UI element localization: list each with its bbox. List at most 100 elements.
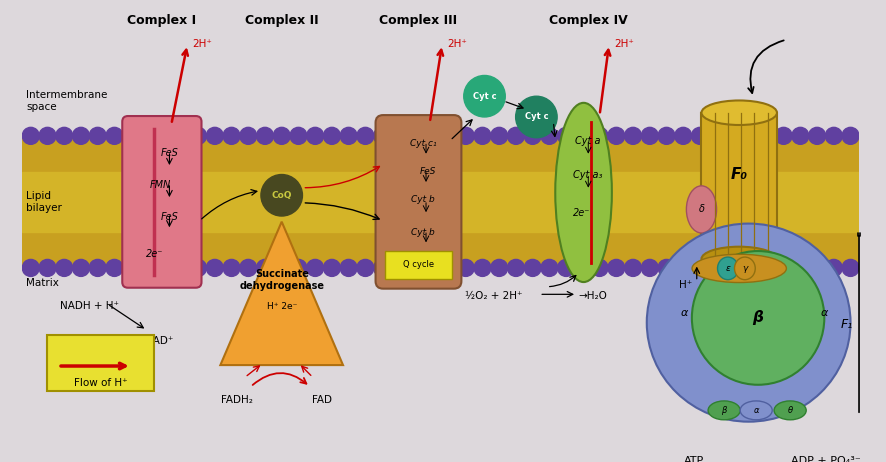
FancyBboxPatch shape — [47, 335, 154, 390]
Circle shape — [307, 260, 323, 276]
Circle shape — [524, 260, 540, 276]
Circle shape — [273, 128, 290, 144]
Bar — [22, 172, 858, 232]
Text: Intermembrane
space: Intermembrane space — [26, 90, 107, 112]
Circle shape — [691, 260, 708, 276]
Circle shape — [515, 96, 556, 138]
Circle shape — [390, 260, 407, 276]
Circle shape — [222, 260, 240, 276]
Circle shape — [156, 128, 173, 144]
Circle shape — [824, 128, 842, 144]
Text: ADP + PO₄³⁻: ADP + PO₄³⁻ — [790, 456, 860, 462]
Circle shape — [323, 260, 340, 276]
Circle shape — [540, 128, 557, 144]
Circle shape — [122, 128, 139, 144]
Polygon shape — [220, 222, 343, 365]
Text: 2H⁺: 2H⁺ — [447, 39, 466, 49]
Circle shape — [222, 128, 240, 144]
Text: H⁺: H⁺ — [678, 280, 691, 290]
Text: α: α — [752, 406, 758, 415]
Circle shape — [657, 128, 674, 144]
Circle shape — [463, 75, 505, 117]
Ellipse shape — [555, 103, 611, 282]
Ellipse shape — [701, 100, 776, 125]
Circle shape — [290, 260, 307, 276]
Text: FMN: FMN — [149, 180, 170, 190]
Text: F₀: F₀ — [730, 167, 747, 182]
Text: Succinate
dehydrogenase: Succinate dehydrogenase — [239, 269, 323, 291]
Circle shape — [557, 260, 574, 276]
Circle shape — [239, 128, 256, 144]
Text: →H₂O: →H₂O — [579, 291, 607, 301]
Circle shape — [841, 128, 858, 144]
Circle shape — [624, 128, 641, 144]
Circle shape — [758, 260, 774, 276]
Circle shape — [73, 260, 89, 276]
Circle shape — [39, 260, 56, 276]
Circle shape — [791, 128, 808, 144]
Circle shape — [741, 128, 758, 144]
Circle shape — [574, 128, 591, 144]
Circle shape — [323, 128, 340, 144]
Circle shape — [424, 260, 440, 276]
Circle shape — [457, 128, 474, 144]
Text: Matrix: Matrix — [26, 278, 58, 288]
Circle shape — [440, 260, 457, 276]
Circle shape — [256, 128, 273, 144]
Circle shape — [691, 128, 708, 144]
Circle shape — [774, 260, 791, 276]
Circle shape — [473, 128, 491, 144]
Text: Complex III: Complex III — [379, 14, 457, 27]
Circle shape — [190, 128, 206, 144]
Text: β: β — [752, 310, 763, 325]
Text: δ: δ — [697, 204, 703, 214]
Text: Cyt a: Cyt a — [574, 135, 600, 146]
Circle shape — [724, 260, 741, 276]
Ellipse shape — [717, 257, 737, 280]
Text: θ: θ — [787, 406, 792, 415]
Bar — [22, 136, 858, 268]
Circle shape — [590, 128, 608, 144]
Circle shape — [607, 260, 624, 276]
Text: α: α — [680, 308, 688, 318]
FancyBboxPatch shape — [122, 116, 201, 288]
Text: FADH₂: FADH₂ — [222, 395, 253, 405]
Ellipse shape — [773, 401, 805, 420]
Circle shape — [390, 128, 407, 144]
Circle shape — [260, 175, 302, 216]
Circle shape — [339, 260, 357, 276]
Text: 2e⁻: 2e⁻ — [572, 208, 590, 218]
Ellipse shape — [701, 247, 776, 271]
Circle shape — [624, 260, 641, 276]
Circle shape — [173, 128, 190, 144]
Circle shape — [724, 128, 741, 144]
Circle shape — [490, 128, 507, 144]
Circle shape — [73, 128, 89, 144]
Circle shape — [273, 260, 290, 276]
Circle shape — [105, 260, 123, 276]
Circle shape — [206, 260, 223, 276]
Circle shape — [89, 128, 106, 144]
Text: Cyt c: Cyt c — [524, 112, 548, 122]
Text: Cyt b: Cyt b — [411, 228, 434, 237]
Text: F₁: F₁ — [839, 318, 851, 331]
Circle shape — [39, 128, 56, 144]
Text: Lipid
bilayer: Lipid bilayer — [26, 191, 62, 213]
Text: FeS: FeS — [160, 212, 178, 222]
Circle shape — [473, 260, 491, 276]
Circle shape — [808, 128, 825, 144]
Ellipse shape — [734, 257, 754, 280]
Circle shape — [540, 260, 557, 276]
Circle shape — [707, 260, 725, 276]
Circle shape — [356, 128, 373, 144]
Circle shape — [56, 128, 73, 144]
Text: FAD: FAD — [312, 395, 332, 405]
Ellipse shape — [691, 251, 823, 385]
Ellipse shape — [707, 401, 739, 420]
Circle shape — [741, 260, 758, 276]
Text: Cyt c: Cyt c — [472, 92, 496, 101]
Circle shape — [641, 260, 657, 276]
Ellipse shape — [691, 254, 786, 283]
Circle shape — [89, 260, 106, 276]
Ellipse shape — [739, 401, 772, 420]
